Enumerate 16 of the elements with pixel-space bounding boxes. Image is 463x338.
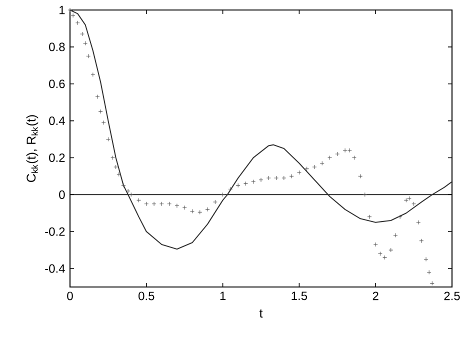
y-tick-label: 1 (60, 6, 65, 14)
x-tick-label: 2.5 (444, 292, 460, 300)
y-tick-label: 0.8 (49, 42, 65, 52)
y-tick-label: 0.2 (49, 154, 65, 162)
x-tick-label: 0 (67, 292, 73, 300)
x-axis-title: t (259, 310, 263, 318)
y-tick-label: -0.2 (45, 228, 65, 236)
x-tick-label: 1.5 (292, 292, 308, 300)
y-tick-label: 0.6 (49, 80, 65, 88)
y-tick-label: 0 (59, 190, 65, 200)
y-tick-label: 0.4 (49, 116, 65, 126)
y-axis-title: C$_{kk}$(t), R$_{kk}$(t) (26, 115, 38, 182)
x-tick-label: 0.5 (138, 292, 154, 300)
x-tick-label: 1 (220, 292, 226, 300)
x-tick-label: 2 (372, 292, 378, 300)
y-tick-label: -0.4 (45, 264, 65, 273)
